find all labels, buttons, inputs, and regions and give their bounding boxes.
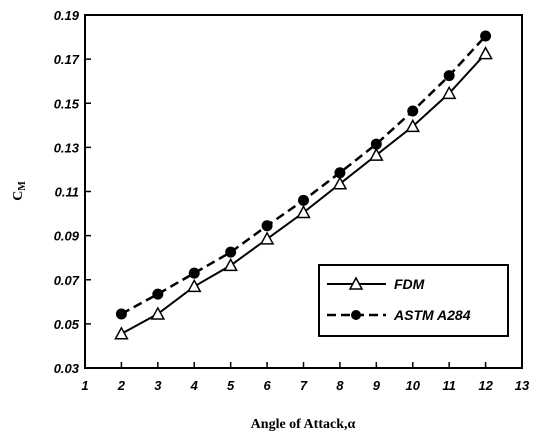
data-point-astm-a284 [152,289,163,300]
data-point-astm-a284 [262,220,273,231]
legend-astm-marker [351,310,361,320]
legend: FDM ASTM A284 [319,265,508,336]
legend-fdm-label: FDM [394,276,425,292]
x-tick-label: 1 [81,378,88,393]
y-tick-label: 0.03 [54,361,80,376]
data-point-astm-a284 [480,30,491,41]
data-point-astm-a284 [444,70,455,81]
y-tick-label: 0.15 [54,96,80,111]
data-point-astm-a284 [225,247,236,258]
x-tick-label: 11 [442,378,456,393]
data-point-astm-a284 [334,167,345,178]
y-tick-label: 0.11 [55,185,79,200]
x-tick-label: 5 [227,378,235,393]
x-tick-label: 2 [117,378,126,393]
y-tick-label: 0.13 [54,140,80,155]
x-tick-label: 8 [336,378,344,393]
x-axis-title: Angle of Attack,α [251,417,356,432]
x-tick-label: 3 [154,378,162,393]
data-point-astm-a284 [407,105,418,116]
y-tick-label: 0.17 [54,52,80,67]
x-tick-label: 10 [406,378,421,393]
x-tick-label: 9 [373,378,381,393]
data-point-astm-a284 [189,268,200,279]
x-tick-label: 4 [190,378,199,393]
x-tick-label: 6 [263,378,271,393]
y-axis-title-main: C [11,191,26,201]
legend-astm-label: ASTM A284 [393,307,471,323]
y-axis-title-sub: M [17,181,28,191]
x-tick-label: 7 [300,378,308,393]
y-tick-label: 0.07 [54,273,80,288]
y-tick-label: 0.19 [54,8,80,23]
x-tick-label: 12 [478,378,493,393]
data-point-astm-a284 [116,308,127,319]
y-axis-title: CM [11,181,28,201]
x-tick-label: 13 [515,378,530,393]
y-tick-label: 0.05 [54,317,80,332]
y-tick-label: 0.09 [54,229,80,244]
data-point-astm-a284 [298,195,309,206]
data-point-astm-a284 [371,139,382,150]
